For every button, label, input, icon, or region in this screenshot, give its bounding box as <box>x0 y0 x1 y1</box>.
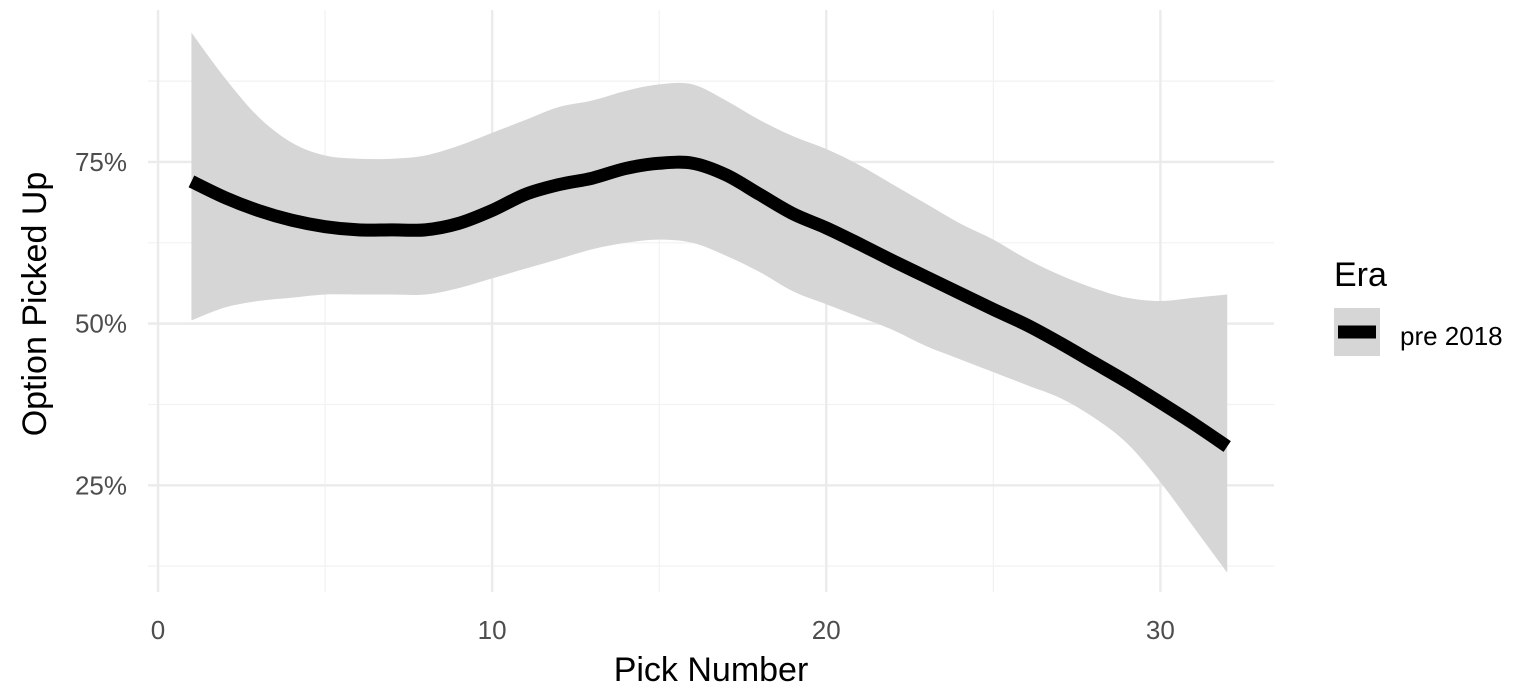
y-tick-label: 25% <box>75 470 127 500</box>
legend-title: Era <box>1334 256 1387 294</box>
confidence-band-0 <box>191 32 1228 573</box>
x-axis-title: Pick Number <box>614 651 809 689</box>
y-tick-label: 75% <box>75 147 127 177</box>
x-tick-label: 30 <box>1146 615 1175 645</box>
x-axis-tick-labels: 0 10 20 30 <box>151 615 1175 645</box>
confidence-band-layer <box>191 32 1228 573</box>
x-tick-label: 10 <box>478 615 507 645</box>
series-line-layer <box>188 155 1231 452</box>
legend-entry-label: pre 2018 <box>1400 321 1503 351</box>
y-tick-label: 50% <box>75 309 127 339</box>
y-axis-title: Option Picked Up <box>16 172 54 437</box>
series-line-0 <box>188 155 1231 452</box>
x-tick-label: 20 <box>812 615 841 645</box>
y-axis-tick-labels: 25% 50% 75% <box>75 147 127 500</box>
x-tick-label: 0 <box>151 615 165 645</box>
legend: Era pre 2018 <box>1334 256 1503 356</box>
